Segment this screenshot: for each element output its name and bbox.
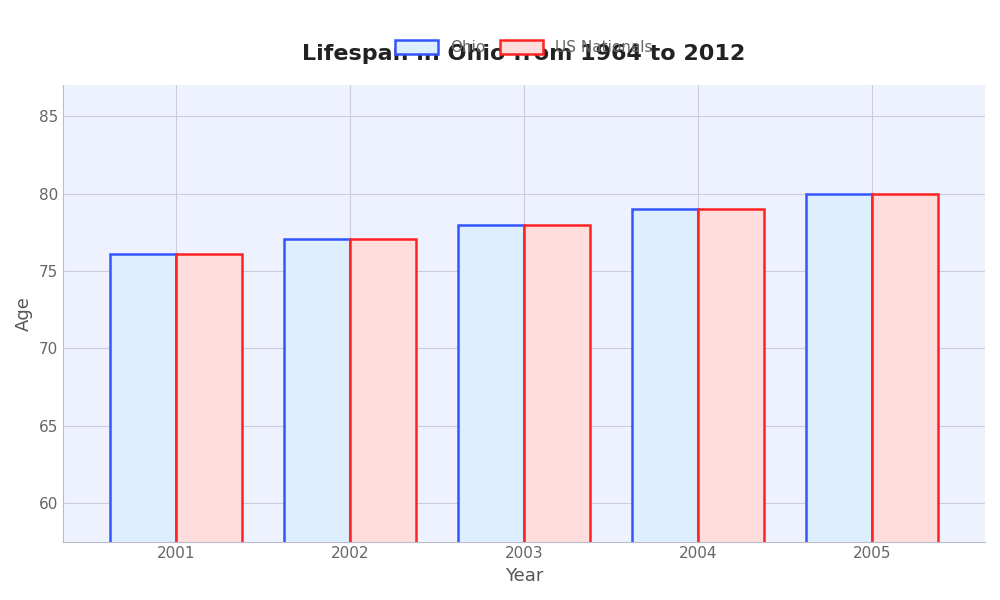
Bar [698, 209, 764, 600]
Bar [872, 194, 938, 600]
Bar [458, 224, 524, 600]
Bar [284, 239, 350, 600]
Bar [632, 209, 698, 600]
Bar [350, 239, 416, 600]
Bar [176, 254, 242, 600]
Bar [806, 194, 872, 600]
Bar [524, 224, 590, 600]
Title: Lifespan in Ohio from 1964 to 2012: Lifespan in Ohio from 1964 to 2012 [302, 44, 746, 64]
X-axis label: Year: Year [505, 567, 543, 585]
Bar [110, 254, 176, 600]
Y-axis label: Age: Age [15, 296, 33, 331]
Legend: Ohio, US Nationals: Ohio, US Nationals [389, 34, 659, 61]
